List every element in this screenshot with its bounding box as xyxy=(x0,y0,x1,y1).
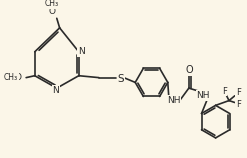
Text: NH: NH xyxy=(196,91,210,100)
Text: O: O xyxy=(48,7,56,16)
Text: N: N xyxy=(78,47,85,56)
Text: N: N xyxy=(52,86,59,94)
Text: F: F xyxy=(236,100,241,109)
Text: F: F xyxy=(222,87,227,96)
Text: CH₃: CH₃ xyxy=(45,0,59,8)
Text: S: S xyxy=(118,74,124,84)
Text: O: O xyxy=(15,73,22,82)
Text: CH₃: CH₃ xyxy=(4,73,18,82)
Text: NH: NH xyxy=(167,96,180,105)
Text: O: O xyxy=(186,65,194,75)
Text: F: F xyxy=(236,88,241,97)
